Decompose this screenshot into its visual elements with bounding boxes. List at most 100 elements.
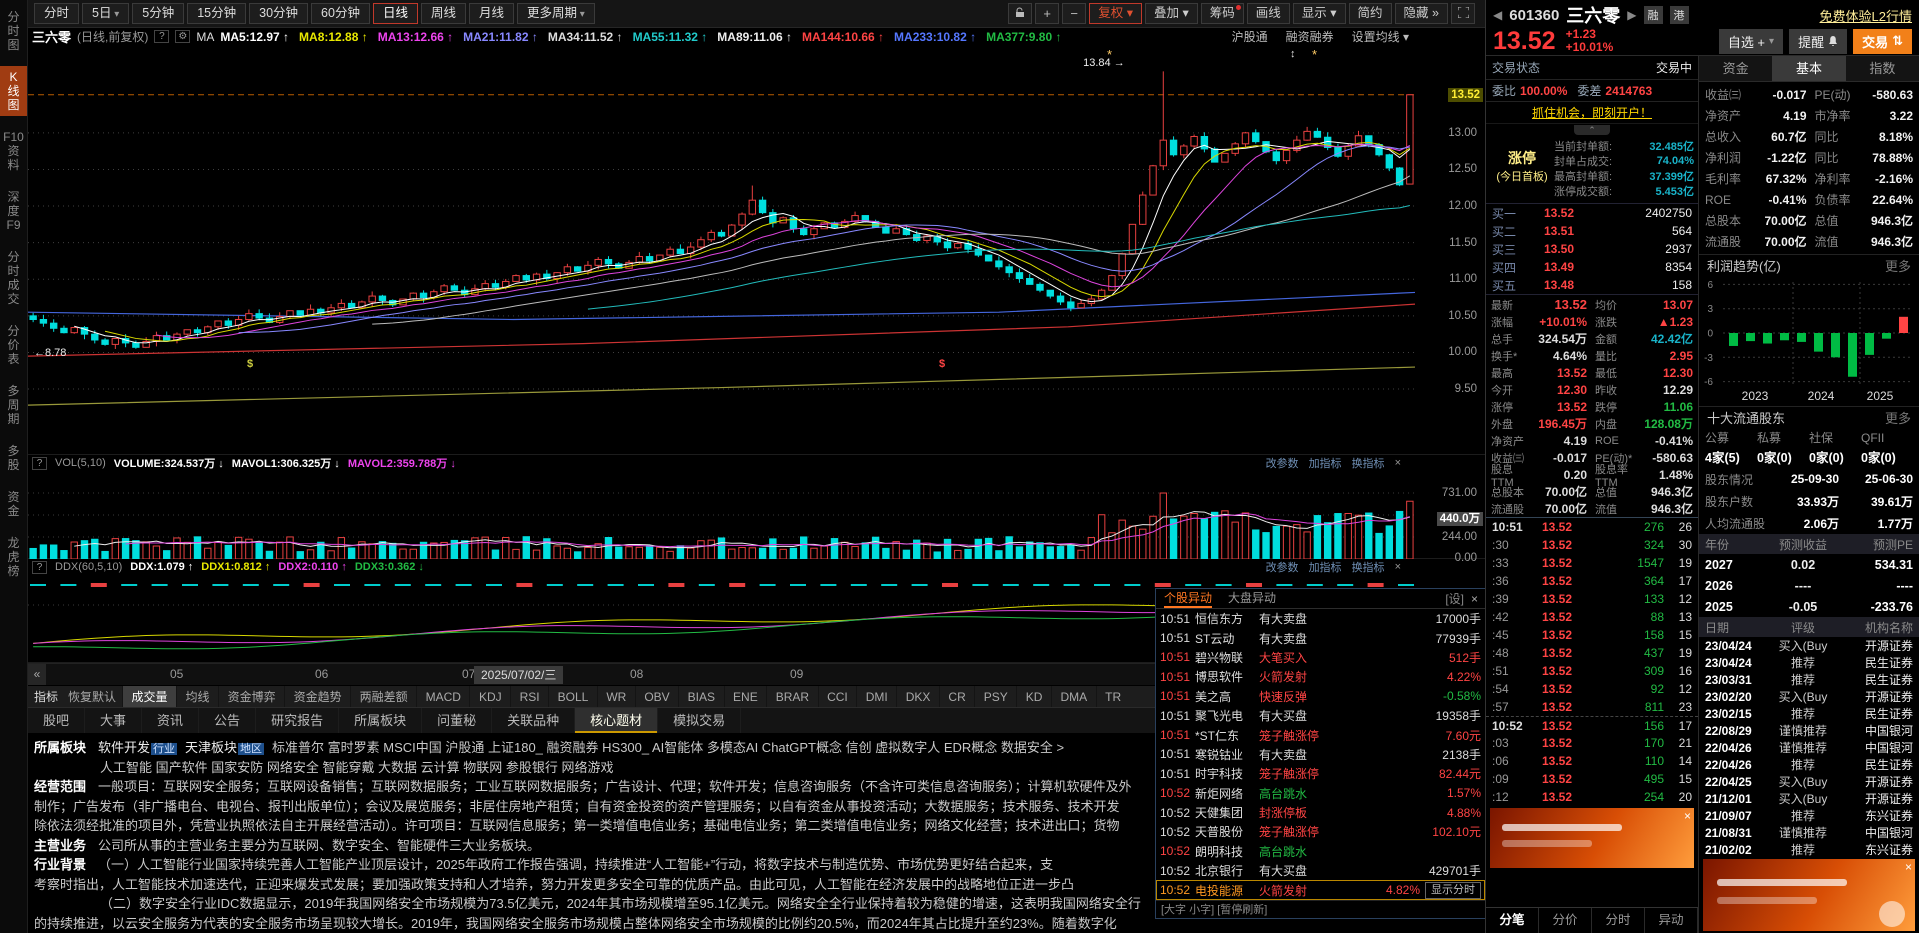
kline-pane[interactable]: 13.52 13.00 12.50 12.00 11.50 11.00 10.50 10.00… xyxy=(28,45,1485,455)
pane-tool[interactable]: 改参数 xyxy=(1265,458,1299,470)
content-tab[interactable]: 研究报告 xyxy=(256,708,340,733)
alerts-footer[interactable]: [大字 小字] [暂停刷新] xyxy=(1156,900,1485,918)
rating-row[interactable]: 23/02/15 推荐 民生证券 xyxy=(1705,706,1913,722)
indicator-tab[interactable]: 均线 xyxy=(176,686,218,707)
tick-row[interactable]: 10:52 13.52 156 17 xyxy=(1486,716,1698,734)
prev-stock-button[interactable]: ◀ xyxy=(1493,8,1503,22)
sidebar-item[interactable]: 深度 F9 xyxy=(0,186,27,236)
content-tab[interactable]: 资讯 xyxy=(142,708,200,733)
rating-row[interactable]: 23/04/24 推荐 民生证券 xyxy=(1705,655,1913,671)
tick-row[interactable]: :33 13.52 1547 19 xyxy=(1492,556,1692,570)
tick-row[interactable]: :42 13.52 88 13 xyxy=(1492,610,1692,624)
tool-button-筹码[interactable]: 筹码 xyxy=(1200,3,1244,24)
pane-tool[interactable]: 改参数 xyxy=(1265,562,1299,574)
candlestick-chart[interactable] xyxy=(28,45,1415,455)
indicator-tab[interactable]: RSI xyxy=(510,686,548,707)
rating-row[interactable]: 23/03/31 推荐 民生证券 xyxy=(1705,672,1913,688)
open-account-link[interactable]: 抓住机会，即刻开户！ xyxy=(1486,102,1698,124)
alerts-settings-button[interactable]: [设] xyxy=(1445,592,1464,606)
reset-indicators-button[interactable]: 恢复默认 xyxy=(68,690,117,704)
rating-row[interactable]: 23/02/20 买入(Buy 开源证券 xyxy=(1705,689,1913,705)
tick-row[interactable]: :51 13.52 309 16 xyxy=(1492,664,1692,678)
tool-button-叠加[interactable]: 叠加 ▾ xyxy=(1144,3,1198,24)
volume-pane[interactable]: ? VOL(5,10) VOLUME:324.537万 ↓ MAVOL1:306.… xyxy=(28,455,1485,564)
sidebar-item[interactable]: 资金 xyxy=(0,486,27,522)
alert-row[interactable]: 10:52 天普股份 笼子触涨停 102.10元 xyxy=(1156,822,1485,841)
sidebar-item[interactable]: 龙虎榜 xyxy=(0,532,27,582)
rating-row[interactable]: 21/02/02 推荐 东兴证券 xyxy=(1705,842,1913,858)
header-link[interactable]: 设置均线 ▾ xyxy=(1351,30,1409,44)
lock-icon[interactable] xyxy=(1008,3,1033,24)
add-watchlist-button[interactable]: 自选 + ▾ xyxy=(1718,28,1784,54)
ad-banner[interactable]: × xyxy=(1490,808,1694,868)
quote-footer-tab[interactable]: 分笔 xyxy=(1486,908,1539,933)
indicator-tab[interactable]: ENE xyxy=(723,686,767,707)
pane-tool[interactable]: 换指标 xyxy=(1351,562,1385,574)
quote-footer-tab[interactable]: 分价 xyxy=(1539,908,1592,933)
indicator-tab[interactable]: MACD xyxy=(416,686,469,707)
indicator-tab[interactable]: 资金趋势 xyxy=(284,686,350,707)
pane-tool[interactable]: 加指标 xyxy=(1308,458,1342,470)
rating-row[interactable]: 22/08/29 谨慎推荐 中国银河 xyxy=(1705,723,1913,739)
indicator-tab[interactable]: OBV xyxy=(634,686,678,707)
tick-row[interactable]: :09 13.52 495 15 xyxy=(1492,772,1692,786)
alert-row[interactable]: 10:51 ST云动 有大卖盘 77939手 xyxy=(1156,628,1485,647)
bid-row[interactable]: 买五 13.48 158 xyxy=(1492,278,1692,293)
fundamental-tab[interactable]: 基本 xyxy=(1772,56,1846,81)
alert-row[interactable]: 10:51 聚飞光电 有大买盘 19358手 xyxy=(1156,706,1485,725)
rating-row[interactable]: 22/04/26 推荐 民生证券 xyxy=(1705,757,1913,773)
content-tab[interactable]: 股吧 xyxy=(28,708,86,733)
close-icon[interactable]: × xyxy=(1394,561,1401,573)
indicator-tab[interactable]: 资金博弈 xyxy=(218,686,284,707)
indicator-tab[interactable]: TR xyxy=(1095,686,1130,707)
period-tab[interactable]: 5分钟 xyxy=(132,3,185,24)
close-icon[interactable]: × xyxy=(1904,860,1912,874)
period-tab[interactable]: 分时 xyxy=(34,3,80,24)
rating-row[interactable]: 21/08/31 谨慎推荐 中国银河 xyxy=(1705,825,1913,841)
rating-row[interactable]: 21/09/07 推荐 东兴证券 xyxy=(1705,808,1913,824)
indicator-tab[interactable]: DKX xyxy=(896,686,939,707)
bid-row[interactable]: 买二 13.51 564 xyxy=(1492,224,1692,239)
alert-row[interactable]: 10:52 朗明科技 高台跳水 xyxy=(1156,842,1485,861)
bid-row[interactable]: 买一 13.52 2402750 xyxy=(1492,206,1692,221)
sidebar-item[interactable]: 多股 xyxy=(0,440,27,476)
tick-row[interactable]: :03 13.52 170 21 xyxy=(1492,736,1692,750)
indicator-tab[interactable]: DMA xyxy=(1050,686,1096,707)
indicator-tab[interactable]: 成交量 xyxy=(122,686,177,707)
indicator-tab[interactable]: CR xyxy=(938,686,974,707)
rating-row[interactable]: 21/12/01 买入(Buy 开源证券 xyxy=(1705,791,1913,807)
sidebar-item[interactable]: F10 资料 xyxy=(0,126,27,176)
header-link[interactable]: 沪股通 xyxy=(1231,30,1268,44)
indicator-tab[interactable]: KD xyxy=(1016,686,1051,707)
alert-row[interactable]: 10:51 恒信东方 有大卖盘 17000手 xyxy=(1156,609,1485,628)
scroll-left-button[interactable]: « xyxy=(28,664,46,685)
tick-row[interactable]: :36 13.52 364 17 xyxy=(1492,574,1692,588)
period-tab[interactable]: 月线 xyxy=(468,3,514,24)
alert-row[interactable]: 10:52 新炬网络 高台跳水 1.57% xyxy=(1156,784,1485,803)
alert-row[interactable]: 10:51 美之高 快速反弹 -0.58% xyxy=(1156,687,1485,706)
indicator-tab[interactable]: CCI xyxy=(817,686,857,707)
fullscreen-icon[interactable] xyxy=(1451,3,1475,24)
quote-footer-tab[interactable]: 分时 xyxy=(1592,908,1645,933)
tool-button-复权[interactable]: 复权 ▾ xyxy=(1089,3,1142,24)
margin-badge[interactable]: 融 xyxy=(1643,6,1663,24)
tick-row[interactable]: :39 13.52 133 12 xyxy=(1492,592,1692,606)
ad-banner[interactable]: × xyxy=(1703,859,1915,931)
tick-row[interactable]: :30 13.52 324 30 xyxy=(1492,538,1692,552)
alert-row[interactable]: 10:52 北京银行 有大买盘 429701手 xyxy=(1156,861,1485,880)
alerts-tab[interactable]: 大盘异动 xyxy=(1228,591,1277,605)
content-tab[interactable]: 所属板块 xyxy=(339,708,423,733)
period-tab[interactable]: 60分钟 xyxy=(311,3,370,24)
alert-row[interactable]: 10:51 碧兴物联 大笔买入 512手 xyxy=(1156,648,1485,667)
content-tab[interactable]: 大事 xyxy=(85,708,143,733)
fundamental-tab[interactable]: 指数 xyxy=(1869,61,1896,76)
collapse-chevron[interactable]: ⌃ xyxy=(1486,124,1698,135)
tick-row[interactable]: :48 13.52 437 19 xyxy=(1492,646,1692,660)
alert-row[interactable]: 10:52 天健集团 封涨停板 4.88% xyxy=(1156,803,1485,822)
indicator-tab[interactable]: KDJ xyxy=(469,686,510,707)
next-stock-button[interactable]: ▶ xyxy=(1627,8,1637,22)
content-tab[interactable]: 关联品种 xyxy=(492,708,576,733)
pane-tool[interactable]: 换指标 xyxy=(1351,458,1385,470)
show-intraday-chip[interactable]: 显示分时 xyxy=(1425,881,1481,899)
